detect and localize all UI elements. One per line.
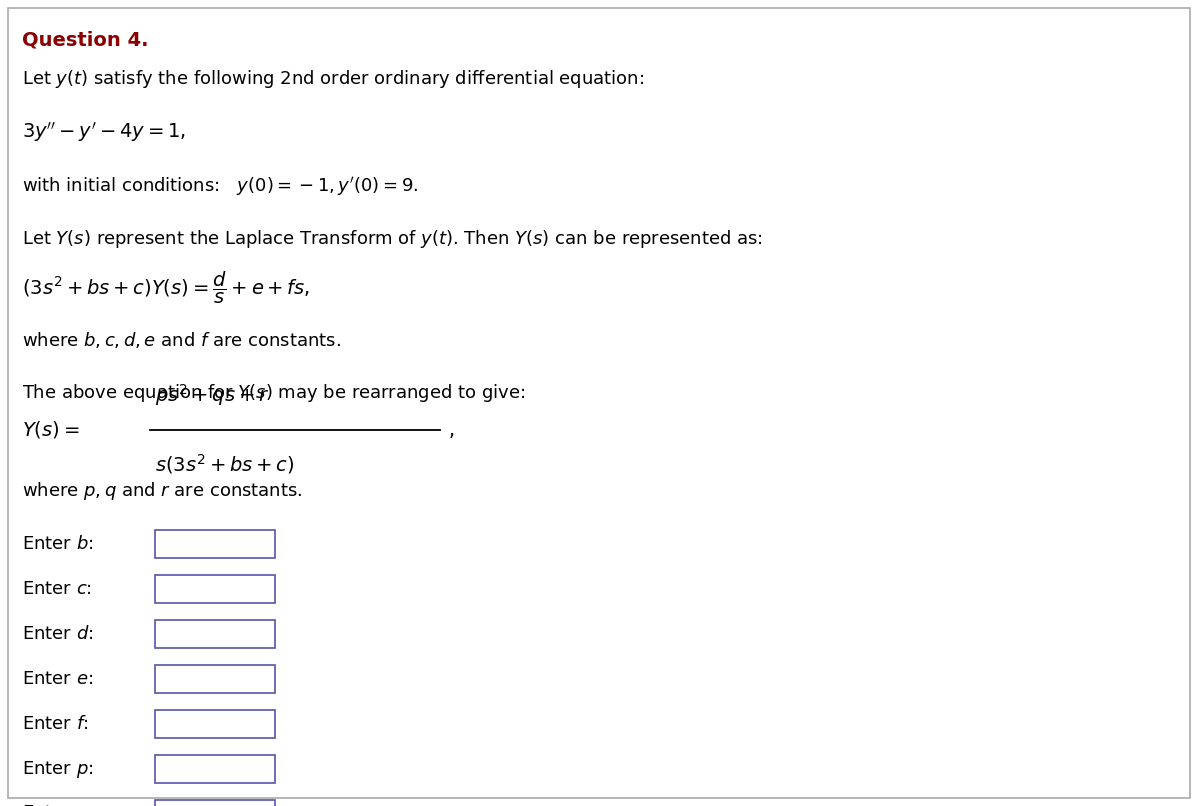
Text: Enter $d$:: Enter $d$: <box>22 625 94 643</box>
Text: Let $Y(s)$ represent the Laplace Transform of $y(t)$. Then $Y(s)$ can be represe: Let $Y(s)$ represent the Laplace Transfo… <box>22 228 763 250</box>
Text: Let $y(t)$ satisfy the following 2nd order ordinary differential equation:: Let $y(t)$ satisfy the following 2nd ord… <box>22 68 644 90</box>
Bar <box>155 575 275 603</box>
Text: Enter $c$:: Enter $c$: <box>22 580 92 598</box>
Text: $ps^2 + qs + r$: $ps^2 + qs + r$ <box>155 382 269 408</box>
Text: $(3s^2 + bs + c)Y(s) = \dfrac{d}{s} + e + fs,$: $(3s^2 + bs + c)Y(s) = \dfrac{d}{s} + e … <box>22 270 311 306</box>
Text: Enter $p$:: Enter $p$: <box>22 758 94 779</box>
Text: with initial conditions:   $y(0) = -1, y'(0) = 9.$: with initial conditions: $y(0) = -1, y'(… <box>22 175 419 198</box>
Text: Enter $e$:: Enter $e$: <box>22 670 94 688</box>
Bar <box>155 710 275 738</box>
Text: Question 4.: Question 4. <box>22 30 149 49</box>
Text: $Y(s) = $: $Y(s) = $ <box>22 419 79 441</box>
Text: where $p, q$ and $r$ are constants.: where $p, q$ and $r$ are constants. <box>22 480 302 502</box>
Bar <box>155 755 275 783</box>
Text: where $b, c, d, e$ and $f$ are constants.: where $b, c, d, e$ and $f$ are constants… <box>22 330 341 350</box>
Text: Enter $q$:: Enter $q$: <box>22 804 94 806</box>
Text: Enter $f$:: Enter $f$: <box>22 715 89 733</box>
Bar <box>155 665 275 693</box>
Bar <box>155 620 275 648</box>
Text: $s(3s^2 + bs + c)$: $s(3s^2 + bs + c)$ <box>155 452 294 476</box>
Bar <box>155 530 275 558</box>
Text: Enter $b$:: Enter $b$: <box>22 535 94 553</box>
Text: $,$: $,$ <box>448 421 455 439</box>
Text: The above equation for $Y(s)$ may be rearranged to give:: The above equation for $Y(s)$ may be rea… <box>22 382 526 404</box>
Text: $3y'' - y' - 4y = 1,$: $3y'' - y' - 4y = 1,$ <box>22 120 186 144</box>
Bar <box>155 800 275 806</box>
